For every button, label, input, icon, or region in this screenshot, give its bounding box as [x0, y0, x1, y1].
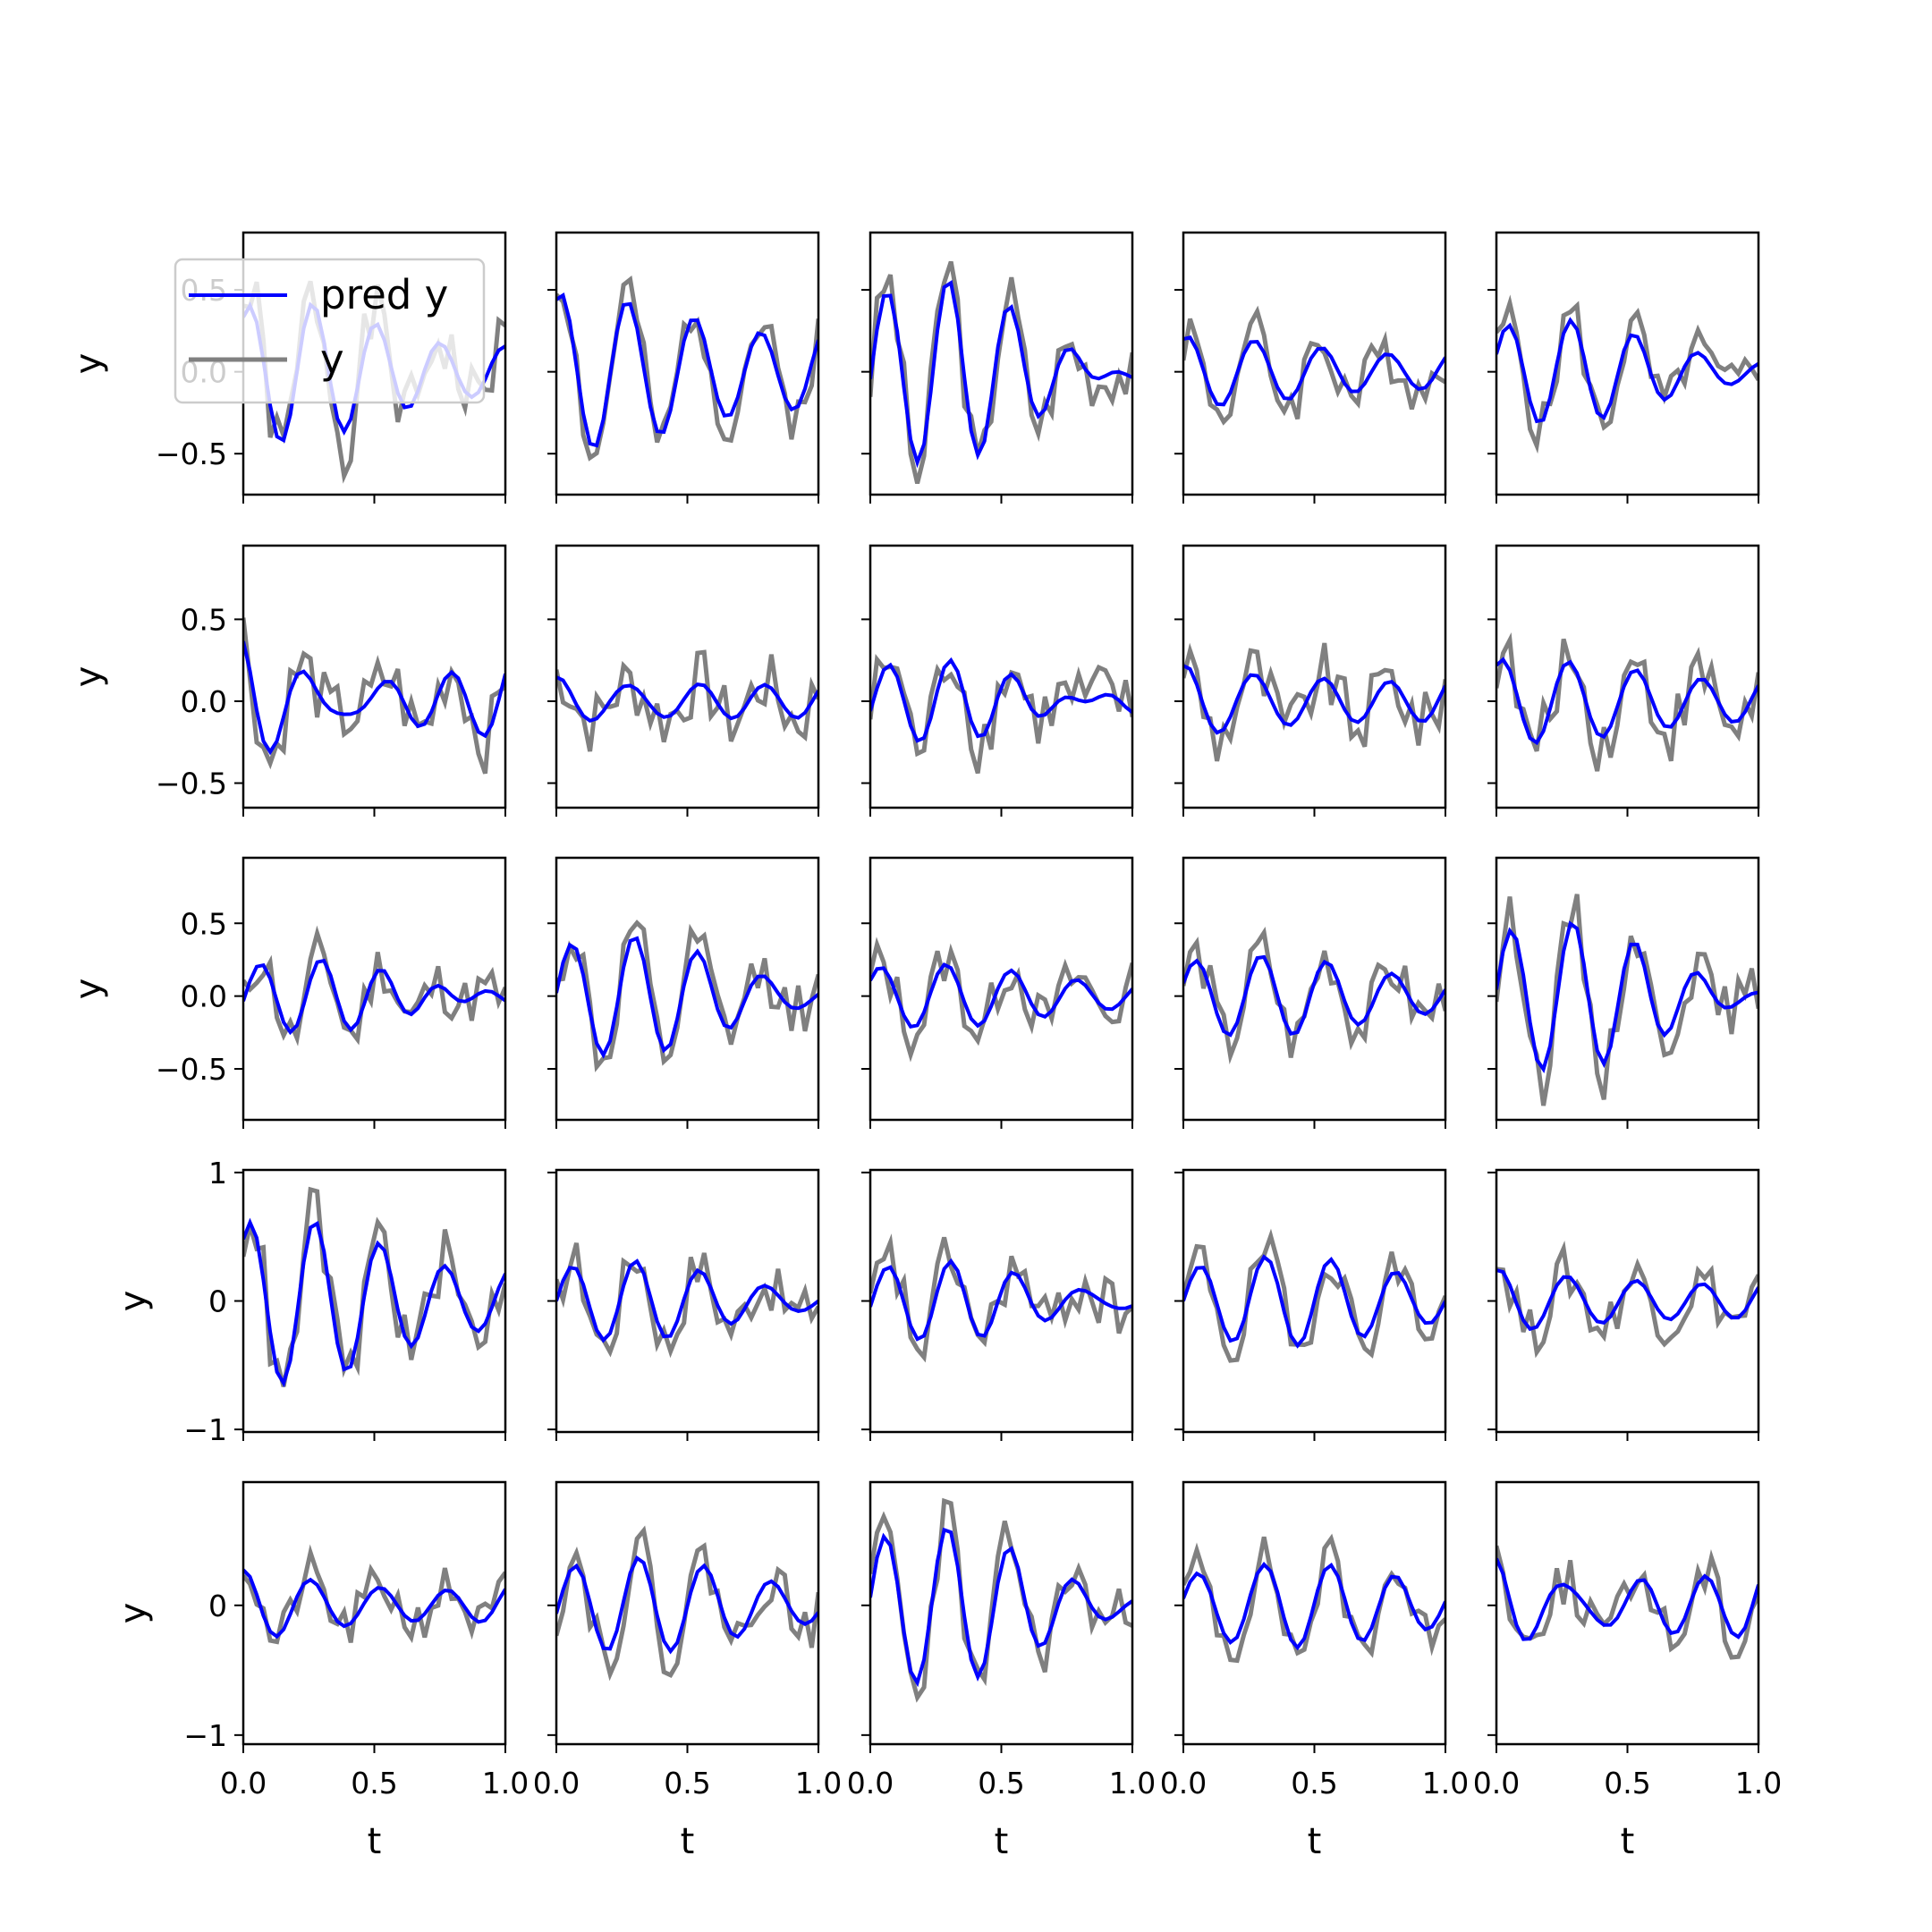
x-tick-label: 0.0	[533, 1766, 580, 1801]
y-tick-label: 0.0	[181, 684, 227, 719]
series-y-line-r4c4	[1496, 1545, 1758, 1660]
series-pred-y-line-r1c2	[870, 657, 1132, 743]
series-y-line-r4c2	[870, 1497, 1132, 1703]
y-tick-label: 0.5	[181, 906, 227, 941]
legend-label-pred-y: pred y	[320, 271, 448, 318]
y-tick-label: 0.5	[181, 602, 227, 637]
series-y-line-r3c0	[243, 1186, 505, 1387]
series-pred-y-line-r3c1	[556, 1258, 818, 1343]
series-pred-y-line-r0c2	[870, 280, 1132, 469]
x-tick-label: 1.0	[1735, 1766, 1782, 1801]
series-y-line-r0c2	[870, 260, 1132, 484]
series-pred-y-line-r3c3	[1183, 1254, 1445, 1349]
x-tick-label: 0.0	[1473, 1766, 1520, 1801]
x-tick-label: 0.5	[1291, 1766, 1337, 1801]
x-axis-label: t	[995, 1821, 1009, 1862]
series-pred-y-line-r2c0	[243, 958, 505, 1036]
subplot-frame-r1c3	[1182, 544, 1447, 809]
y-axis-label: y	[68, 353, 109, 375]
x-axis-label: t	[681, 1821, 695, 1862]
series-y-line-r1c3	[1183, 642, 1445, 762]
subplot-frame-r2c4	[1495, 856, 1760, 1122]
series-y-line-r1c1	[556, 649, 818, 752]
series-pred-y-line-r4c4	[1496, 1557, 1758, 1641]
x-tick-label: 0.0	[847, 1766, 894, 1801]
y-tick-label: 0	[208, 1589, 227, 1623]
series-pred-y-line-r0c4	[1496, 317, 1758, 424]
y-tick-label: −0.5	[156, 436, 227, 471]
series-pred-y-line-r2c4	[1496, 920, 1758, 1074]
series-pred-y-line-r4c3	[1183, 1562, 1445, 1651]
x-tick-label: 0.5	[351, 1766, 397, 1801]
x-axis-label: t	[1308, 1821, 1322, 1862]
series-y-line-r0c3	[1183, 305, 1445, 426]
series-y-line-r1c4	[1496, 632, 1758, 772]
y-axis-label: y	[68, 979, 109, 1000]
y-tick-label: −1	[183, 1718, 227, 1753]
y-tick-label: −0.5	[156, 1052, 227, 1087]
series-pred-y-line-r1c1	[556, 675, 818, 724]
series-pred-y-line-r2c1	[556, 936, 818, 1059]
y-tick-label: −1	[183, 1412, 227, 1447]
y-tick-label: 1	[208, 1156, 227, 1191]
x-tick-label: 0.0	[220, 1766, 267, 1801]
y-tick-label: 0	[208, 1284, 227, 1319]
series-pred-y-line-r0c3	[1183, 335, 1445, 407]
series-y-line-r2c4	[1496, 894, 1758, 1106]
x-tick-label: 0.0	[1160, 1766, 1207, 1801]
series-pred-y-line-r2c3	[1183, 954, 1445, 1038]
y-axis-label: y	[68, 666, 109, 688]
y-axis-label: y	[113, 1603, 154, 1624]
subplot-frame-r1c1	[555, 544, 820, 809]
series-y-line-r0c1	[556, 275, 818, 462]
x-tick-label: 0.5	[978, 1766, 1024, 1801]
subplot-frame-r4c2	[869, 1480, 1134, 1746]
series-pred-y-line-r3c2	[870, 1258, 1132, 1342]
y-tick-label: −0.5	[156, 767, 227, 801]
subplot-frame-r4c4	[1495, 1480, 1760, 1746]
subplot-frame-r3c0	[242, 1168, 507, 1434]
x-tick-label: 1.0	[795, 1766, 842, 1801]
series-pred-y-line-r4c0	[243, 1568, 505, 1640]
x-tick-label: 0.5	[664, 1766, 710, 1801]
x-axis-label: t	[368, 1821, 382, 1862]
series-y-line-r0c4	[1496, 294, 1758, 454]
subplot-frame-r2c1	[555, 856, 820, 1122]
x-tick-label: 1.0	[482, 1766, 529, 1801]
x-tick-label: 1.0	[1422, 1766, 1469, 1801]
series-pred-y-line-r2c2	[870, 962, 1132, 1030]
y-axis-label: y	[113, 1291, 154, 1312]
x-tick-label: 0.5	[1604, 1766, 1650, 1801]
series-pred-y-line-r1c3	[1183, 664, 1445, 735]
series-pred-y-line-r1c0	[243, 640, 505, 756]
series-pred-y-line-r1c4	[1496, 657, 1758, 746]
subplot-frame-r0c3	[1182, 231, 1447, 496]
y-tick-label: 0.0	[181, 979, 227, 1014]
legend-label-y: y	[320, 335, 344, 383]
series-pred-y-line-r3c0	[243, 1217, 505, 1388]
x-axis-label: t	[1621, 1821, 1635, 1862]
series-y-line-r2c1	[556, 919, 818, 1072]
series-pred-y-line-r4c1	[556, 1555, 818, 1655]
x-tick-label: 1.0	[1109, 1766, 1156, 1801]
series-pred-y-line-r3c4	[1496, 1268, 1758, 1332]
series-y-line-r2c2	[870, 936, 1132, 1063]
series-pred-y-line-r4c2	[870, 1527, 1132, 1688]
series-pred-y-line-r0c1	[556, 292, 818, 448]
